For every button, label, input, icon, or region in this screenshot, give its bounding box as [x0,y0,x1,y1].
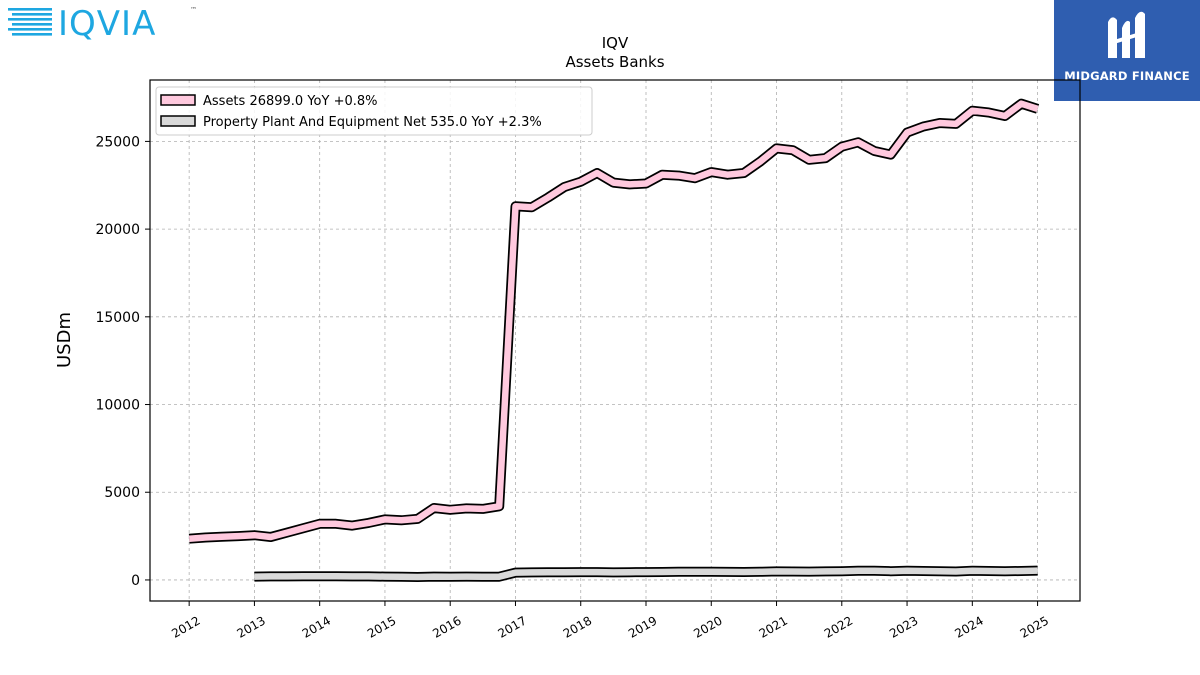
midgard-emblem-icon [1108,11,1145,58]
series-0-outline [188,98,1040,544]
y-tick-label-4: 20000 [95,222,140,238]
plot-frame [149,79,1081,602]
iqvia-logo: IQVIA ™ [8,4,197,42]
chart-title: IQV [602,34,629,52]
series-0-line [188,100,1039,542]
legend: Assets 26899.0 YoY +0.8% Property Plant A… [155,86,593,136]
x-tick-label-12: 2024 [952,613,985,640]
x-tick-label-7: 2019 [626,613,659,640]
chart-subtitle: Assets Banks [565,53,664,71]
iqvia-wordmark: IQVIA [58,4,156,42]
midgard-finance-wordmark: MIDGARD FINANCE [1064,69,1190,83]
x-tick-label-3: 2015 [365,613,398,640]
x-tick-label-8: 2020 [691,613,724,640]
iqvia-stripes-icon [8,8,52,36]
x-tick-label-4: 2016 [430,613,463,640]
x-tick-label-11: 2023 [887,613,920,640]
x-tick-label-6: 2018 [561,613,594,640]
x-tick-label-1: 2013 [234,613,267,640]
x-tick-label-0: 2012 [169,613,202,640]
y-tick-label-2: 10000 [95,398,140,414]
legend-swatch-0 [160,94,196,106]
y-tick-label-5: 25000 [95,134,140,150]
midgard-finance-logo: MIDGARD FINANCE [1054,0,1200,101]
y-tick-label-3: 15000 [95,310,140,326]
legend-box [155,86,593,136]
series-1-line [254,567,1038,581]
x-axis-ticks: 2012 2013 2014 2015 2016 2017 2018 2019 2020 2021… [169,601,1051,641]
x-tick-label-5: 2017 [496,613,529,640]
x-tick-label-10: 2022 [822,613,855,640]
legend-label-0: Assets 26899.0 YoY +0.8% [203,94,378,109]
x-tick-label-2: 2014 [300,613,333,640]
iqvia-trademark: ™ [190,6,197,14]
legend-swatch-1 [160,115,196,127]
x-tick-label-13: 2025 [1018,613,1051,640]
grid-lines [150,80,1080,601]
y-tick-label-0: 0 [131,573,140,589]
legend-label-1: Property Plant And Equipment Net 535.0 Y… [203,115,542,130]
y-axis-label: USDm [54,312,75,368]
y-axis-ticks: 0 5000 10000 15000 20000 25000 [95,134,150,589]
series-layer [188,98,1040,582]
y-tick-label-1: 5000 [104,485,140,501]
x-tick-label-9: 2021 [757,613,790,640]
